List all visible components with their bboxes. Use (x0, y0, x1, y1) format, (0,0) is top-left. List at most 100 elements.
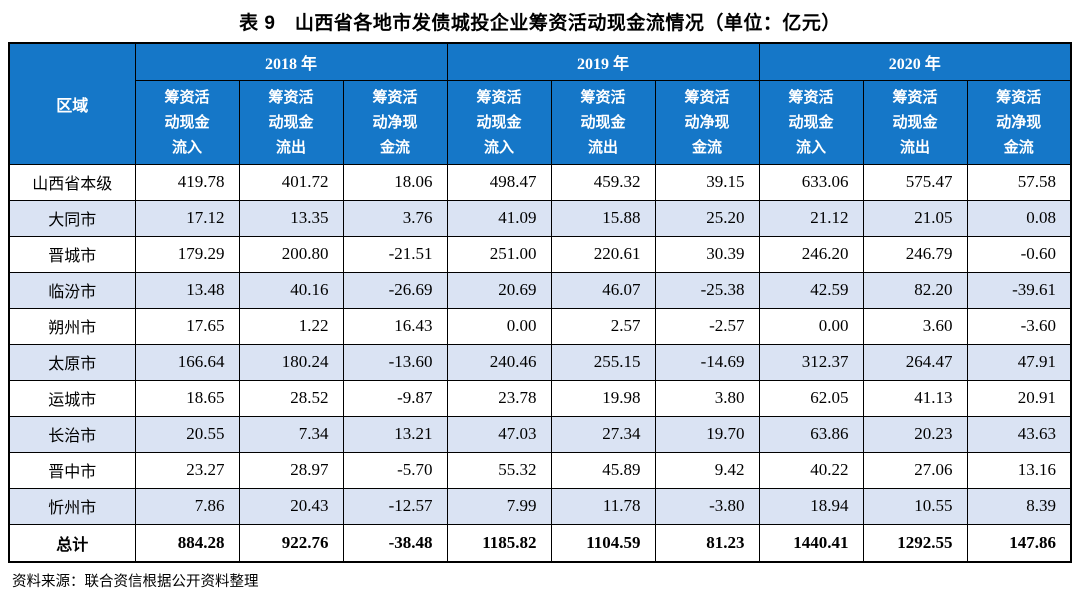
table-row: 太原市 166.64 180.24 -13.60 240.46 255.15 -14.69 3… (8, 343, 1072, 381)
value-cell: 498.47 (446, 163, 552, 201)
region-cell: 忻州市 (8, 487, 136, 525)
value-cell: 30.39 (654, 235, 760, 273)
subcolumn-header: 筹资活 动现金 流入 (134, 79, 240, 165)
total-row: 总计 884.28 922.76 -38.48 1185.82 1104.59 81.23 1… (8, 523, 1072, 563)
region-cell: 大同市 (8, 199, 136, 237)
value-cell: -26.69 (342, 271, 448, 309)
value-cell: 18.94 (758, 487, 864, 525)
year-group-header: 2018 年 (134, 42, 448, 81)
value-cell: 9.42 (654, 451, 760, 489)
value-cell: 39.15 (654, 163, 760, 201)
subcolumn-header: 筹资活 动现金 流入 (758, 79, 864, 165)
value-cell: -12.57 (342, 487, 448, 525)
value-cell: -0.60 (966, 235, 1072, 273)
value-cell: 147.86 (966, 523, 1072, 563)
subcolumn-header-row: 筹资活 动现金 流入 筹资活 动现金 流出 筹资活 动净现 金流 筹资活 动现金 流入… (9, 79, 1072, 165)
value-cell: 401.72 (238, 163, 344, 201)
region-column-header: 区域 (8, 42, 136, 165)
value-cell: 27.06 (862, 451, 968, 489)
value-cell: 41.09 (446, 199, 552, 237)
value-cell: 1.22 (238, 307, 344, 345)
value-cell: 57.58 (966, 163, 1072, 201)
value-cell: 62.05 (758, 379, 864, 417)
value-cell: 47.03 (446, 415, 552, 453)
value-cell: -3.80 (654, 487, 760, 525)
table-row: 忻州市 7.86 20.43 -12.57 7.99 11.78 -3.80 18.94 10.… (8, 487, 1072, 525)
value-cell: 11.78 (550, 487, 656, 525)
value-cell: 23.27 (134, 451, 240, 489)
year-group-header: 2020 年 (758, 42, 1072, 81)
table-row: 临汾市 13.48 40.16 -26.69 20.69 46.07 -25.38 42.59… (8, 271, 1072, 309)
region-cell: 长治市 (8, 415, 136, 453)
table-row: 运城市 18.65 28.52 -9.87 23.78 19.98 3.80 62.05 41.… (8, 379, 1072, 417)
value-cell: 82.20 (862, 271, 968, 309)
value-cell: 16.43 (342, 307, 448, 345)
value-cell: 166.64 (134, 343, 240, 381)
region-cell: 晋中市 (8, 451, 136, 489)
value-cell: 42.59 (758, 271, 864, 309)
value-cell: -25.38 (654, 271, 760, 309)
value-cell: 41.13 (862, 379, 968, 417)
value-cell: 8.39 (966, 487, 1072, 525)
value-cell: 43.63 (966, 415, 1072, 453)
subcolumn-header: 筹资活 动净现 金流 (966, 79, 1072, 165)
value-cell: 21.05 (862, 199, 968, 237)
value-cell: 1440.41 (758, 523, 864, 563)
value-cell: 21.12 (758, 199, 864, 237)
subcolumn-header: 筹资活 动现金 流出 (238, 79, 344, 165)
value-cell: 200.80 (238, 235, 344, 273)
value-cell: 20.55 (134, 415, 240, 453)
value-cell: 19.98 (550, 379, 656, 417)
region-cell: 山西省本级 (8, 163, 136, 201)
value-cell: 23.78 (446, 379, 552, 417)
year-group-header: 2019 年 (446, 42, 760, 81)
value-cell: 0.00 (758, 307, 864, 345)
value-cell: 1104.59 (550, 523, 656, 563)
value-cell: 246.20 (758, 235, 864, 273)
value-cell: 1185.82 (446, 523, 552, 563)
value-cell: 575.47 (862, 163, 968, 201)
value-cell: 419.78 (134, 163, 240, 201)
table-header: 区域 2018 年 2019 年 2020 年 筹资活 动现金 流入 筹资活 动现金 … (8, 42, 1072, 165)
value-cell: 20.43 (238, 487, 344, 525)
financing-cashflow-table: 区域 2018 年 2019 年 2020 年 筹资活 动现金 流入 筹资活 动现金 … (8, 42, 1072, 563)
table-row: 大同市 17.12 13.35 3.76 41.09 15.88 25.20 21.12 21.… (8, 199, 1072, 237)
value-cell: 19.70 (654, 415, 760, 453)
value-cell: 180.24 (238, 343, 344, 381)
value-cell: -38.48 (342, 523, 448, 563)
table-row: 朔州市 17.65 1.22 16.43 0.00 2.57 -2.57 0.00 3.60 -3… (8, 307, 1072, 345)
value-cell: 20.69 (446, 271, 552, 309)
value-cell: 13.35 (238, 199, 344, 237)
value-cell: 13.21 (342, 415, 448, 453)
value-cell: 28.52 (238, 379, 344, 417)
value-cell: 246.79 (862, 235, 968, 273)
table-body: 山西省本级 419.78 401.72 18.06 498.47 459.32 39.15 6… (8, 163, 1072, 563)
value-cell: 2.57 (550, 307, 656, 345)
table-row: 山西省本级 419.78 401.72 18.06 498.47 459.32 39.15 6… (8, 163, 1072, 201)
value-cell: 179.29 (134, 235, 240, 273)
table-row: 晋城市 179.29 200.80 -21.51 251.00 220.61 30.39 24… (8, 235, 1072, 273)
value-cell: 255.15 (550, 343, 656, 381)
region-cell: 朔州市 (8, 307, 136, 345)
value-cell: -5.70 (342, 451, 448, 489)
table-row: 长治市 20.55 7.34 13.21 47.03 27.34 19.70 63.86 20.… (8, 415, 1072, 453)
value-cell: 45.89 (550, 451, 656, 489)
value-cell: 264.47 (862, 343, 968, 381)
subcolumn-header: 筹资活 动现金 流入 (446, 79, 552, 165)
source-note: 资料来源：联合资信根据公开资料整理 (12, 574, 259, 590)
value-cell: -14.69 (654, 343, 760, 381)
value-cell: 25.20 (654, 199, 760, 237)
value-cell: 3.76 (342, 199, 448, 237)
table-title: 表 9 山西省各地市发债城投企业筹资活动现金流情况（单位：亿元） (239, 13, 841, 34)
value-cell: 7.86 (134, 487, 240, 525)
value-cell: 15.88 (550, 199, 656, 237)
value-cell: 10.55 (862, 487, 968, 525)
value-cell: 13.16 (966, 451, 1072, 489)
value-cell: 240.46 (446, 343, 552, 381)
value-cell: 459.32 (550, 163, 656, 201)
value-cell: 20.23 (862, 415, 968, 453)
value-cell: -13.60 (342, 343, 448, 381)
value-cell: 47.91 (966, 343, 1072, 381)
value-cell: 40.16 (238, 271, 344, 309)
